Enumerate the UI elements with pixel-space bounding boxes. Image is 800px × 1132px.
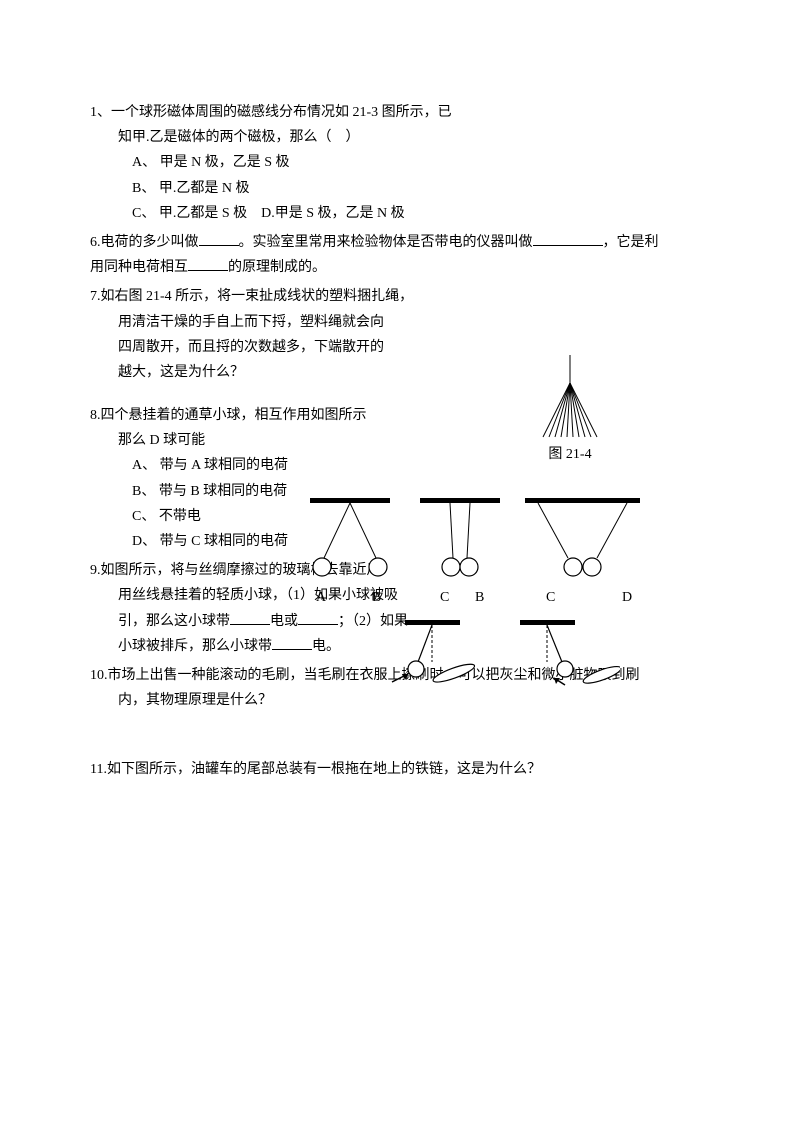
q8-line1: 8.四个悬挂着的通草小球，相互作用如图所示: [90, 403, 710, 428]
q1-optA: A、 甲是 N 极，乙是 S 极: [90, 150, 710, 175]
q7-line2: 用清洁干燥的手自上而下捋，塑料绳就会向: [90, 310, 710, 335]
q6-line2a: 用同种电荷相互: [90, 260, 188, 275]
page: 1、一个球形磁体周围的磁感线分布情况如 21-3 图所示，已 知甲.乙是磁体的两…: [0, 0, 800, 1132]
q1-line2: 知甲.乙是磁体的两个磁极，那么（ ）: [90, 125, 710, 150]
q1-optB: B、 甲.乙都是 N 极: [90, 176, 710, 201]
q1-stem: 1、一个球形磁体周围的磁感线分布情况如 21-3 图所示，已: [90, 100, 710, 125]
figure-21-4: 图 21-4: [530, 355, 610, 467]
q9-line3a: 引，那么这小球带: [118, 614, 230, 629]
fig-21-4-caption: 图 21-4: [530, 442, 610, 467]
pendulums-icon: [310, 495, 640, 585]
content: 1、一个球形磁体周围的磁感线分布情况如 21-3 图所示，已 知甲.乙是磁体的两…: [90, 100, 710, 783]
q7-line3: 四周散开，而且捋的次数越多，下端散开的: [90, 335, 710, 360]
label-C2: C: [546, 585, 555, 610]
q9-blank1: [230, 610, 270, 625]
q6-part3: ，它是利: [603, 235, 659, 250]
question-11: 11.如下图所示，油罐车的尾部总装有一根拖在地上的铁链，这是为什么？: [90, 757, 710, 782]
label-B2: B: [475, 585, 484, 610]
q6-blank2: [533, 231, 603, 246]
label-B: B: [372, 585, 381, 610]
q9-line4a: 小球被排斥，那么小球带: [118, 639, 272, 654]
q6-blank1: [199, 231, 239, 246]
q9-line3b: 电或: [270, 614, 298, 629]
q9-blank3: [272, 635, 312, 650]
question-7: 7.如右图 21-4 所示，将一束扯成线状的塑料捆扎绳， 用清洁干燥的手自上而下…: [90, 284, 710, 385]
q8-optA: A、 带与 A 球相同的电荷: [90, 453, 710, 478]
figure-rod-ball: [390, 620, 620, 700]
q7-line1: 7.如右图 21-4 所示，将一束扯成线状的塑料捆扎绳，: [90, 284, 710, 309]
q9-line4b: 电。: [312, 639, 340, 654]
q11-line1: 11.如下图所示，油罐车的尾部总装有一根拖在地上的铁链，这是为什么？: [90, 757, 710, 782]
rod-ball-icon: [390, 620, 620, 700]
q6-part1: 6.电荷的多少叫做: [90, 235, 199, 250]
question-6: 6.电荷的多少叫做 。实验室里常用来检验物体是否带电的仪器叫做 ，它是利 用同种电荷…: [90, 230, 710, 280]
q6-line2b: 的原理制成的。: [228, 260, 326, 275]
label-D: D: [622, 585, 632, 610]
q1-optC: C、 甲.乙都是 S 极 D.甲是 S 极，乙是 N 极: [90, 201, 710, 226]
q6-blank3: [188, 256, 228, 271]
spacer: [90, 389, 710, 403]
label-C: C: [440, 585, 449, 610]
figure-pendulums: A B C B C D: [310, 495, 640, 615]
spacer-2: [90, 717, 710, 757]
broom-icon: [535, 355, 605, 440]
label-A: A: [316, 585, 326, 610]
q8-line2: 那么 D 球可能: [90, 428, 710, 453]
q6-part2: 。实验室里常用来检验物体是否带电的仪器叫做: [239, 235, 533, 250]
question-1: 1、一个球形磁体周围的磁感线分布情况如 21-3 图所示，已 知甲.乙是磁体的两…: [90, 100, 710, 226]
q7-line4: 越大，这是为什么？: [90, 360, 710, 385]
